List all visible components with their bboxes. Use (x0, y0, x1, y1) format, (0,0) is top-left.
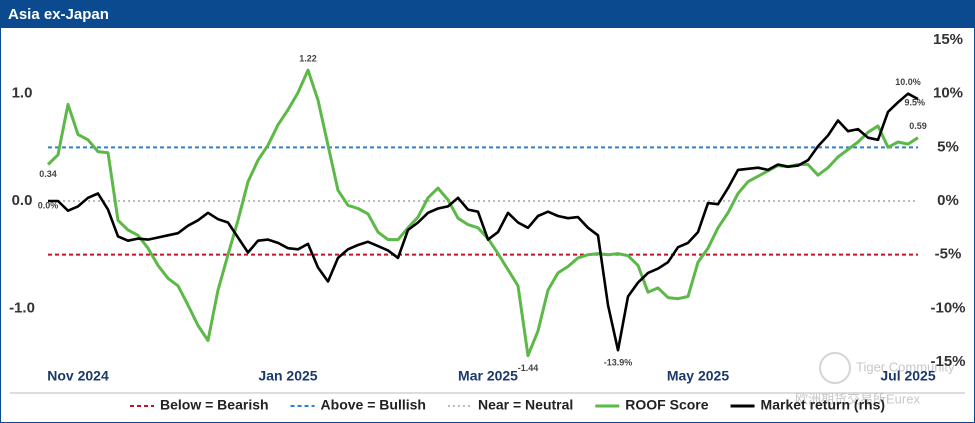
y-tick-label: -1.0 (9, 299, 35, 316)
y-tick-label: 0.0 (12, 192, 33, 209)
data-label: 0.59 (909, 121, 927, 131)
header-bar (0, 0, 975, 28)
legend-label: Market return (rhs) (761, 397, 885, 413)
data-label: 9.5% (904, 97, 925, 107)
x-tick-label: Mar 2025 (458, 368, 518, 384)
y2-tick-label: 5% (937, 138, 959, 155)
x-tick-label: Jul 2025 (880, 368, 935, 384)
y2-tick-label: -15% (930, 353, 965, 370)
data-label: -1.44 (518, 363, 539, 373)
x-tick-label: Nov 2024 (47, 368, 109, 384)
x-tick-label: Jan 2025 (258, 368, 317, 384)
chart-title: Asia ex-Japan (8, 6, 109, 23)
y2-tick-label: -10% (930, 299, 965, 316)
data-label: 1.22 (299, 53, 317, 63)
x-tick-label: May 2025 (667, 368, 729, 384)
y2-tick-label: 0% (937, 192, 959, 209)
legend-label: Near = Neutral (478, 397, 573, 413)
legend-label: Below = Bearish (160, 397, 269, 413)
watermark-logo (819, 352, 851, 384)
y2-tick-label: 10% (933, 85, 963, 102)
y2-tick-label: 15% (933, 31, 963, 48)
legend-label: Above = Bullish (321, 397, 426, 413)
legend-label: ROOF Score (625, 397, 708, 413)
data-label: 0.0% (38, 200, 59, 210)
data-label: 10.0% (895, 77, 921, 87)
watermark: Tiger Community (856, 359, 955, 374)
series-line (48, 92, 919, 352)
y2-tick-label: -5% (935, 246, 962, 263)
data-label: 0.34 (39, 169, 57, 179)
y-tick-label: 1.0 (12, 85, 33, 102)
data-label: -13.9% (604, 358, 633, 368)
watermark: 欧洲期货交易所Eurex (795, 391, 920, 406)
